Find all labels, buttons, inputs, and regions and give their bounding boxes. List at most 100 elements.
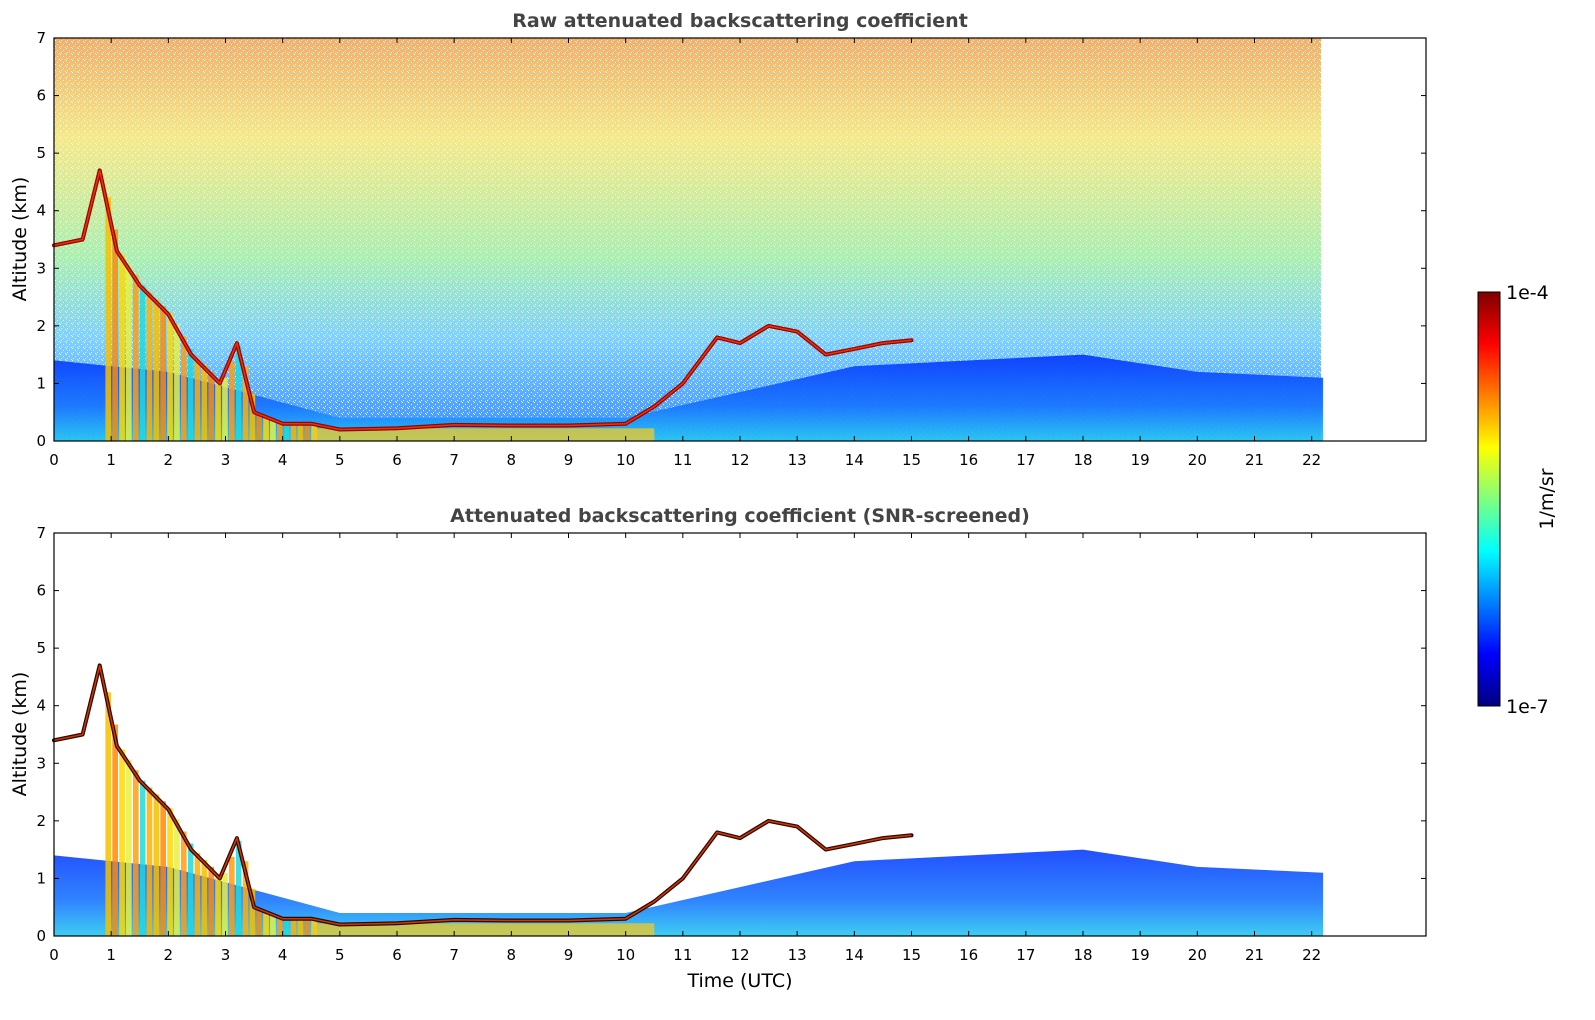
cloud-layer-highlight: [53, 170, 912, 431]
plume-column: [174, 819, 180, 936]
y-tick-label: 0: [36, 927, 46, 945]
x-tick-label: 15: [902, 451, 921, 469]
x-tick-label: 9: [564, 946, 574, 964]
plume-column: [228, 361, 235, 441]
x-tick-label: 16: [959, 451, 978, 469]
plume-column: [215, 873, 221, 936]
boundary-layer: [54, 849, 1324, 936]
y-axis-label: Altitude (km): [9, 177, 31, 302]
plume-column: [180, 831, 187, 936]
boundary-layer-area: [54, 354, 1324, 441]
x-tick-label: 22: [1302, 946, 1321, 964]
plume-column: [132, 770, 139, 936]
plume-column: [256, 908, 263, 936]
plume-column: [139, 285, 146, 441]
y-tick-label: 7: [36, 524, 46, 542]
x-tick-label: 10: [616, 451, 635, 469]
heatmap-field: [52, 663, 1324, 936]
y-axis-label: Altitude (km): [9, 672, 31, 797]
plume-column: [126, 264, 132, 441]
x-tick-label: 17: [1016, 946, 1035, 964]
x-tick-label: 3: [221, 946, 231, 964]
plume-column: [119, 749, 125, 936]
plume-column: [187, 843, 194, 936]
x-tick-label: 10: [616, 946, 635, 964]
y-tick-label: 6: [36, 87, 46, 105]
plume-column: [167, 313, 173, 441]
plume-column: [215, 378, 221, 441]
y-tick-label: 5: [36, 639, 46, 657]
y-tick-label: 5: [36, 144, 46, 162]
x-tick-label: 13: [788, 946, 807, 964]
plume-column: [263, 415, 269, 441]
plume-column: [139, 780, 146, 936]
panel-screened: Attenuated backscattering coefficient (S…: [9, 505, 1427, 992]
x-tick-label: 3: [221, 451, 231, 469]
cloud-layer: [52, 168, 914, 432]
plume-column: [187, 348, 194, 441]
aerosol-plumes: [105, 197, 655, 441]
plume-column: [235, 345, 242, 441]
x-tick-label: 14: [845, 946, 864, 964]
plume-column: [222, 873, 228, 936]
plume-column: [270, 418, 276, 441]
x-tick-label: 22: [1302, 451, 1321, 469]
panel-title: Raw attenuated backscattering coefficien…: [512, 10, 968, 32]
plume-column: [153, 299, 160, 441]
plume-column: [167, 808, 173, 936]
x-tick-label: 6: [392, 946, 402, 964]
plume-column: [153, 794, 160, 936]
x-tick-label: 12: [730, 451, 749, 469]
y-axis: 0 1 2 3 4 5 6 7: [36, 524, 1426, 945]
cloud-layer: [52, 663, 914, 927]
plume-column: [174, 324, 180, 441]
y-tick-label: 3: [36, 754, 46, 772]
plume-column: [194, 853, 201, 936]
heatmap-field: [52, 38, 1324, 441]
plume-column: [283, 918, 290, 936]
x-tick-label: 5: [335, 946, 345, 964]
x-tick-label: 6: [392, 451, 402, 469]
plume-column: [132, 275, 139, 441]
x-tick-label: 14: [845, 451, 864, 469]
x-tick-label: 15: [902, 946, 921, 964]
plume-column: [119, 254, 125, 441]
y-axis: 0 1 2 3 4 5 6 7: [36, 29, 1426, 450]
plume-column: [126, 759, 132, 936]
x-tick-label: 4: [278, 946, 288, 964]
x-tick-label: 11: [673, 451, 692, 469]
plume-column: [263, 910, 269, 936]
y-tick-label: 4: [36, 202, 46, 220]
plume-column: [304, 918, 311, 936]
boundary-layer: [54, 354, 1324, 441]
x-tick-label: 16: [959, 946, 978, 964]
colorbar-max-label: 1e-4: [1506, 282, 1549, 304]
x-tick-label: 1: [106, 451, 116, 469]
x-tick-label: 7: [449, 946, 459, 964]
y-tick-label: 6: [36, 582, 46, 600]
plume-column: [277, 421, 283, 441]
plume-column: [235, 840, 242, 936]
panel-raw: Raw attenuated backscattering coefficien…: [9, 10, 1427, 469]
plume-column: [297, 918, 304, 936]
y-tick-label: 2: [36, 812, 46, 830]
x-tick-label: 20: [1188, 946, 1207, 964]
plume-column: [290, 423, 297, 441]
x-axis: 0 1 2 3 4 5 6 7 8 9 10 11 12 13 14 15 16 17 18 19 20 21 22: [49, 38, 1321, 469]
x-tick-label: 18: [1073, 946, 1092, 964]
x-axis: 0 1 2 3 4 5 6 7 8 9 10 11 12 13 14 15 16 17 18 19 20 21 22: [49, 533, 1321, 964]
x-tick-label: 2: [164, 451, 174, 469]
x-tick-label: 1: [106, 946, 116, 964]
colorbar-min-label: 1e-7: [1506, 696, 1549, 718]
plume-column: [160, 306, 166, 441]
plume-column: [277, 916, 283, 936]
y-tick-label: 3: [36, 259, 46, 277]
plume-column: [146, 292, 153, 441]
x-tick-label: 11: [673, 946, 692, 964]
colorbar: 1e-4 1e-7 1/m/sr: [1477, 282, 1558, 718]
x-tick-label: 7: [449, 451, 459, 469]
x-tick-label: 13: [788, 451, 807, 469]
panel-title: Attenuated backscattering coefficient (S…: [450, 505, 1030, 527]
x-tick-label: 12: [730, 946, 749, 964]
plume-column: [105, 197, 112, 441]
